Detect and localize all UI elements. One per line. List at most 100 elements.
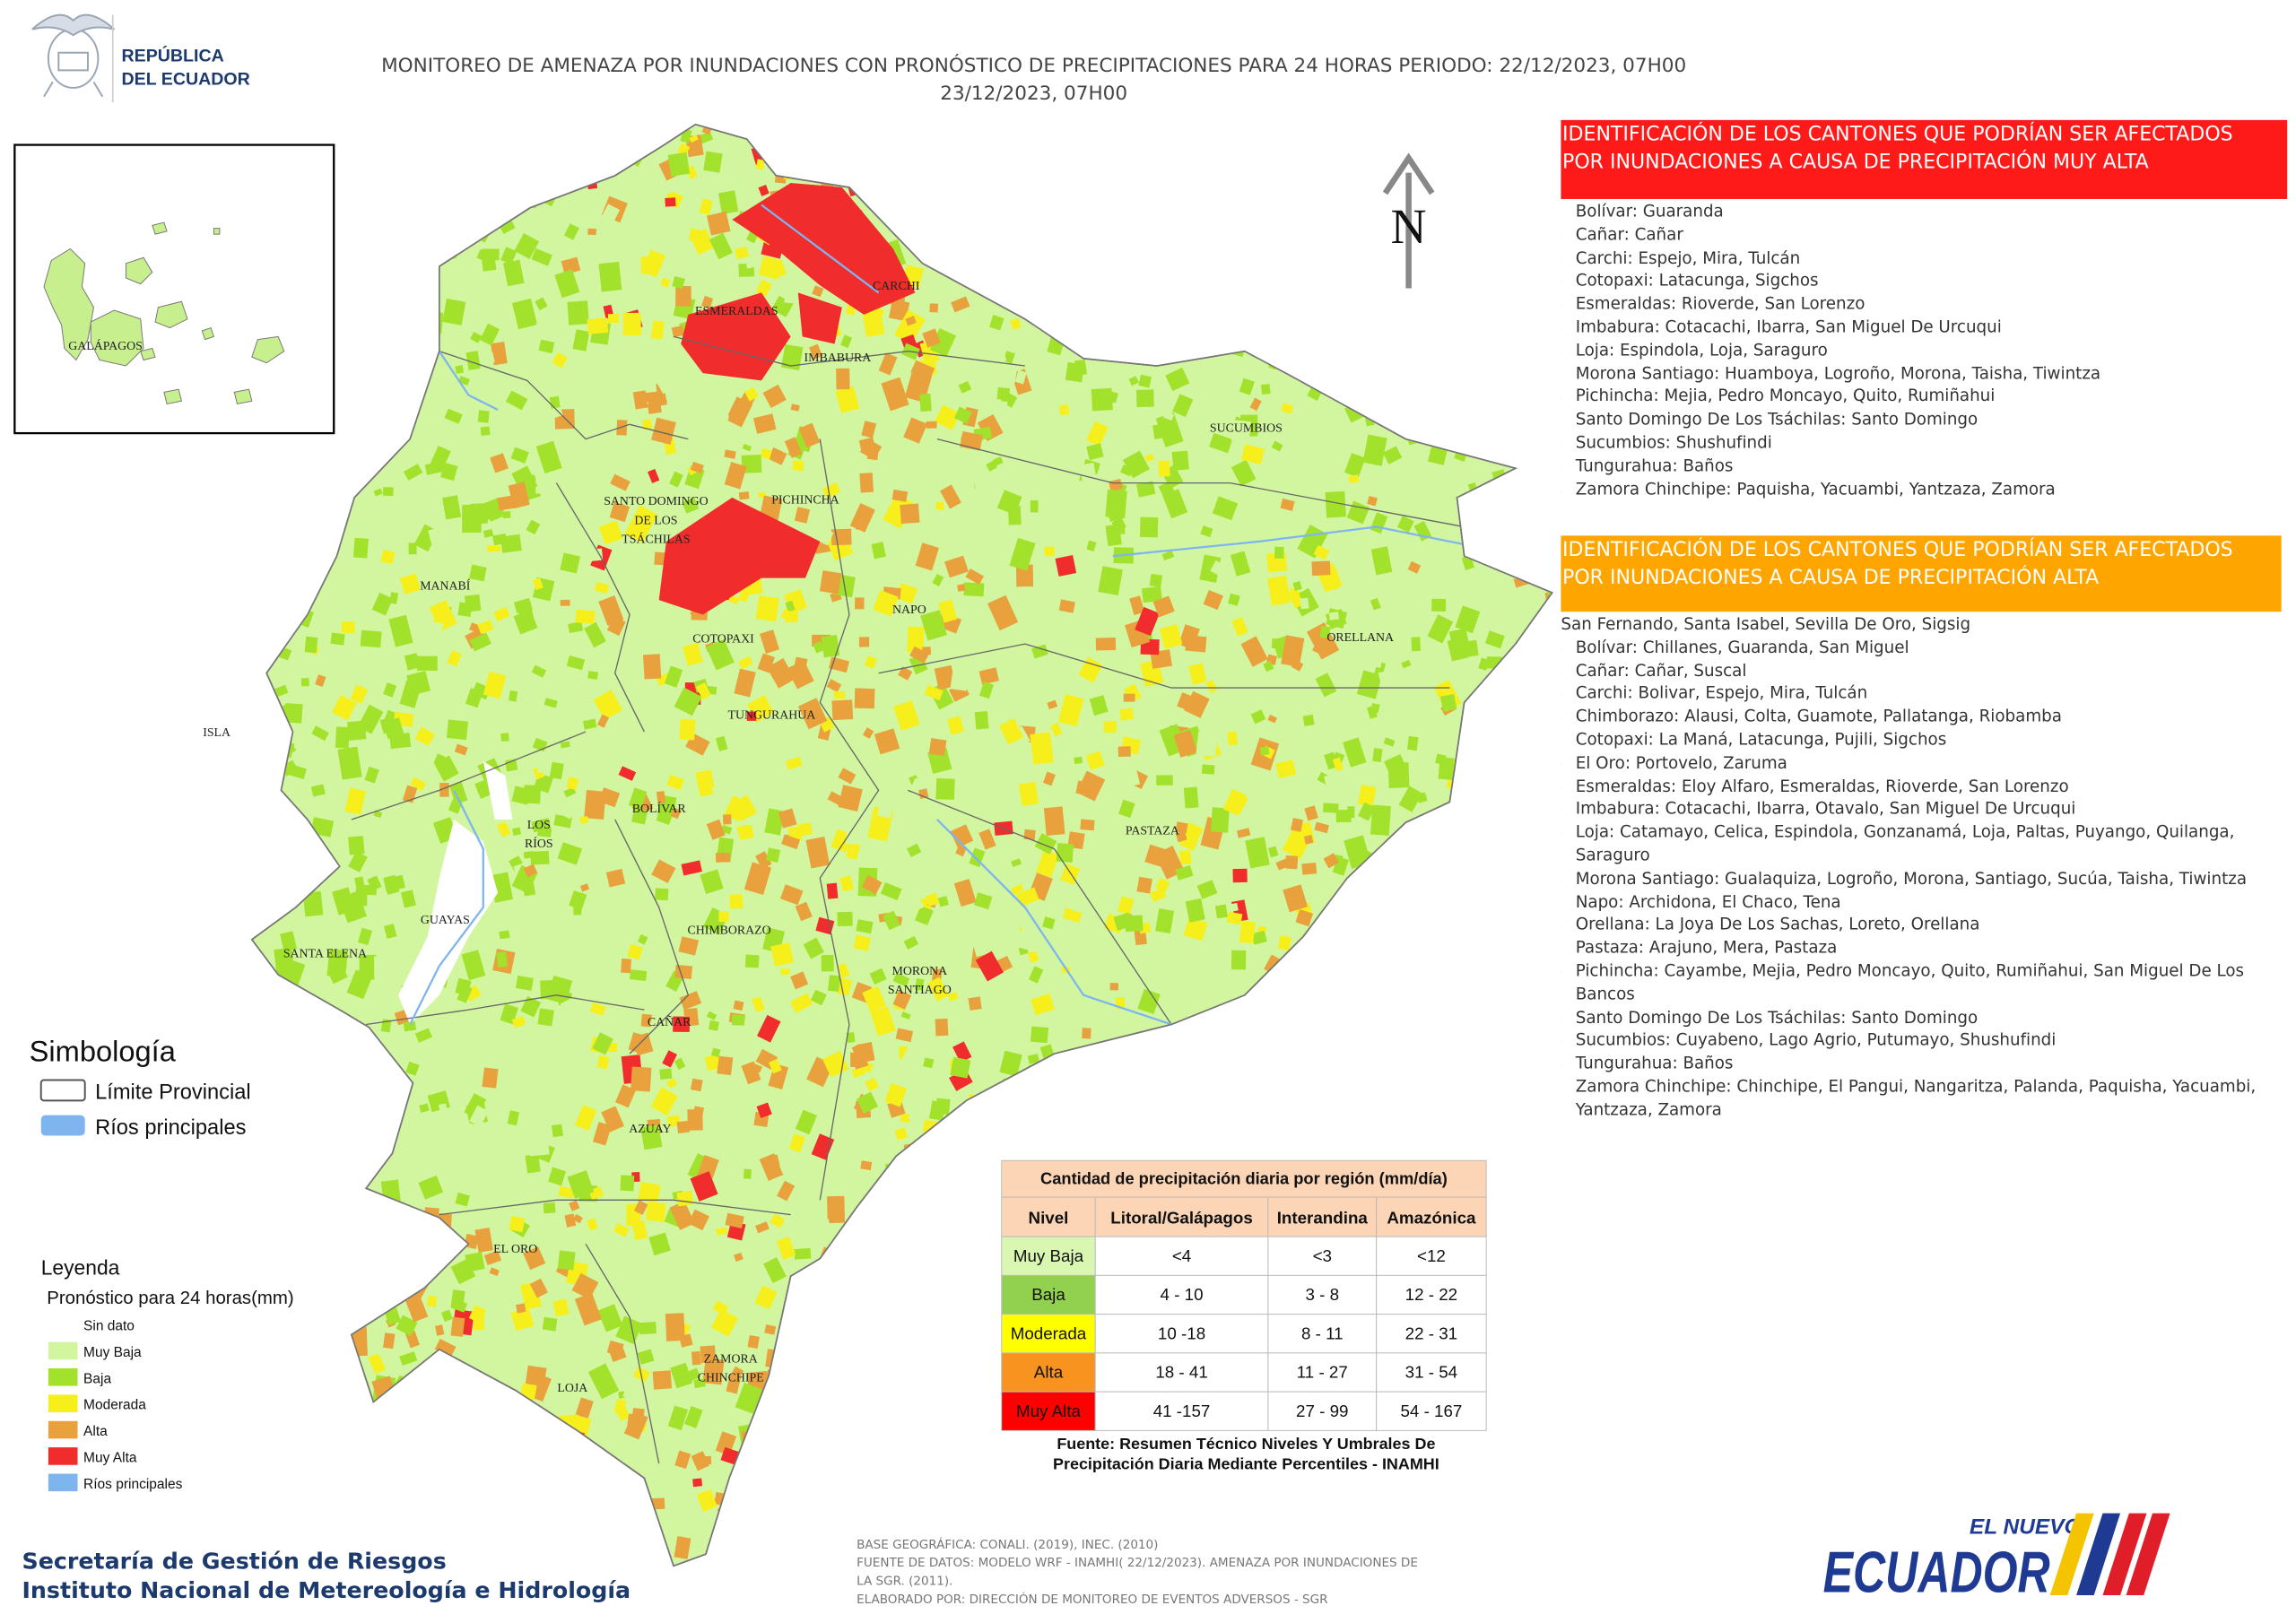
forecast-patch [876, 701, 896, 721]
forecast-patch [1222, 788, 1248, 816]
table-cell-text: Moderada [1011, 1324, 1087, 1342]
forecast-patch [337, 746, 362, 780]
forecast-patch [637, 933, 648, 945]
forecast-patch [935, 1018, 949, 1037]
forecast-patch [1129, 595, 1145, 616]
forecast-patch [537, 827, 552, 838]
forecast-patch [951, 296, 970, 313]
forecast-patch [560, 552, 581, 574]
forecast-patch [1172, 394, 1194, 418]
table-cell [1094, 1352, 1269, 1393]
forecast-patch [1105, 489, 1127, 519]
forecast-patch [624, 1295, 639, 1307]
forecast-patch [1156, 775, 1173, 785]
forecast-patch [500, 247, 517, 265]
forecast-patch [1042, 916, 1056, 930]
forecast-patch [482, 1067, 499, 1089]
forecast-patch [560, 994, 588, 1024]
province-label: EL ORO [493, 1243, 537, 1256]
forecast-patch [1271, 638, 1282, 649]
forecast-patch [403, 1020, 417, 1032]
forecast-patch [1411, 637, 1421, 652]
forecast-patch [907, 626, 925, 654]
forecast-patch [905, 890, 925, 913]
province-swatch [39, 1079, 86, 1102]
forecast-patch [465, 1123, 480, 1140]
forecast-patch [874, 728, 900, 755]
forecast-patch [712, 412, 730, 430]
forecast-patch [1162, 411, 1175, 421]
forecast-patch [390, 775, 402, 792]
forecast-patch [543, 1202, 556, 1214]
forecast-patch [1118, 746, 1131, 757]
forecast-patch [1095, 637, 1117, 651]
forecast-patch [670, 807, 682, 820]
forecast-patch [978, 829, 996, 850]
forecast-patch [900, 1048, 924, 1072]
forecast-patch [958, 380, 972, 394]
forecast-patch [716, 1227, 728, 1236]
forecast-patch [691, 1243, 716, 1271]
forecast-patch [692, 1478, 703, 1488]
forecast-patch [927, 976, 950, 1002]
forecast-patch [575, 1397, 594, 1419]
forecast-patch [447, 649, 462, 667]
forecast-patch [826, 882, 839, 899]
forecast-patch [1149, 573, 1163, 587]
forecast-patch [457, 602, 473, 617]
province-label: CHINCHIPE [698, 1372, 764, 1385]
forecast-patch [587, 1363, 620, 1400]
forecast-patch [883, 910, 900, 931]
forecast-patch [1079, 463, 1097, 483]
forecast-patch [1173, 730, 1197, 758]
forecast-patch [1105, 524, 1122, 547]
canton-item: Morona Santiago: Gualaquiza, Logroño, Mo… [1576, 867, 2279, 890]
forecast-patch [526, 519, 541, 535]
forecast-patch [450, 1316, 465, 1337]
forecast-patch [950, 824, 974, 848]
rivers [409, 204, 1524, 1026]
forecast-patch [672, 275, 685, 290]
forecast-patch [514, 695, 531, 716]
forecast-patch [732, 1014, 745, 1026]
table-cell [1376, 1236, 1487, 1276]
forecast-patch [400, 890, 416, 908]
forecast-patch [747, 1335, 760, 1349]
legend-label: Baja [83, 1371, 111, 1386]
forecast-patch [922, 647, 932, 655]
forecast-patch [1373, 729, 1386, 739]
forecast-patch [552, 1298, 570, 1317]
forecast-patch [1267, 846, 1279, 858]
title-line: MONITOREO DE AMENAZA POR INUNDACIONES CO… [381, 54, 1686, 77]
forecast-patch [900, 503, 920, 525]
forecast-patch [497, 1142, 517, 1164]
forecast-patch [792, 459, 804, 472]
forecast-patch [1335, 438, 1346, 452]
forecast-patch [557, 842, 583, 865]
table-cell-text: Baja [1031, 1285, 1065, 1304]
forecast-patch [768, 447, 787, 465]
forecast-patch [793, 1184, 814, 1214]
forecast-patch [383, 874, 400, 895]
forecast-patch [1074, 359, 1088, 376]
province-label: CHIMBORAZO [687, 924, 770, 937]
canton-item: Bolívar: Guaranda [1576, 201, 2264, 224]
forecast-patch [457, 985, 473, 1003]
forecast-patch [1159, 624, 1183, 649]
forecast-patch [335, 859, 351, 877]
forecast-patch [895, 1028, 914, 1043]
forecast-patch [1370, 597, 1381, 611]
forecast-patch [822, 1050, 849, 1078]
forecast-patch [1304, 805, 1318, 821]
forecast-patch [348, 836, 365, 855]
forecast-patch [957, 584, 966, 592]
forecast-patch [348, 851, 368, 872]
forecast-patch [1035, 565, 1068, 603]
forecast-patch [465, 1252, 485, 1272]
forecast-patch [701, 942, 723, 975]
forecast-patch [1231, 420, 1251, 443]
forecast-patch [569, 890, 587, 910]
forecast-patch [711, 784, 727, 803]
forecast-patch [1232, 868, 1248, 883]
forecast-patch [1230, 551, 1251, 577]
